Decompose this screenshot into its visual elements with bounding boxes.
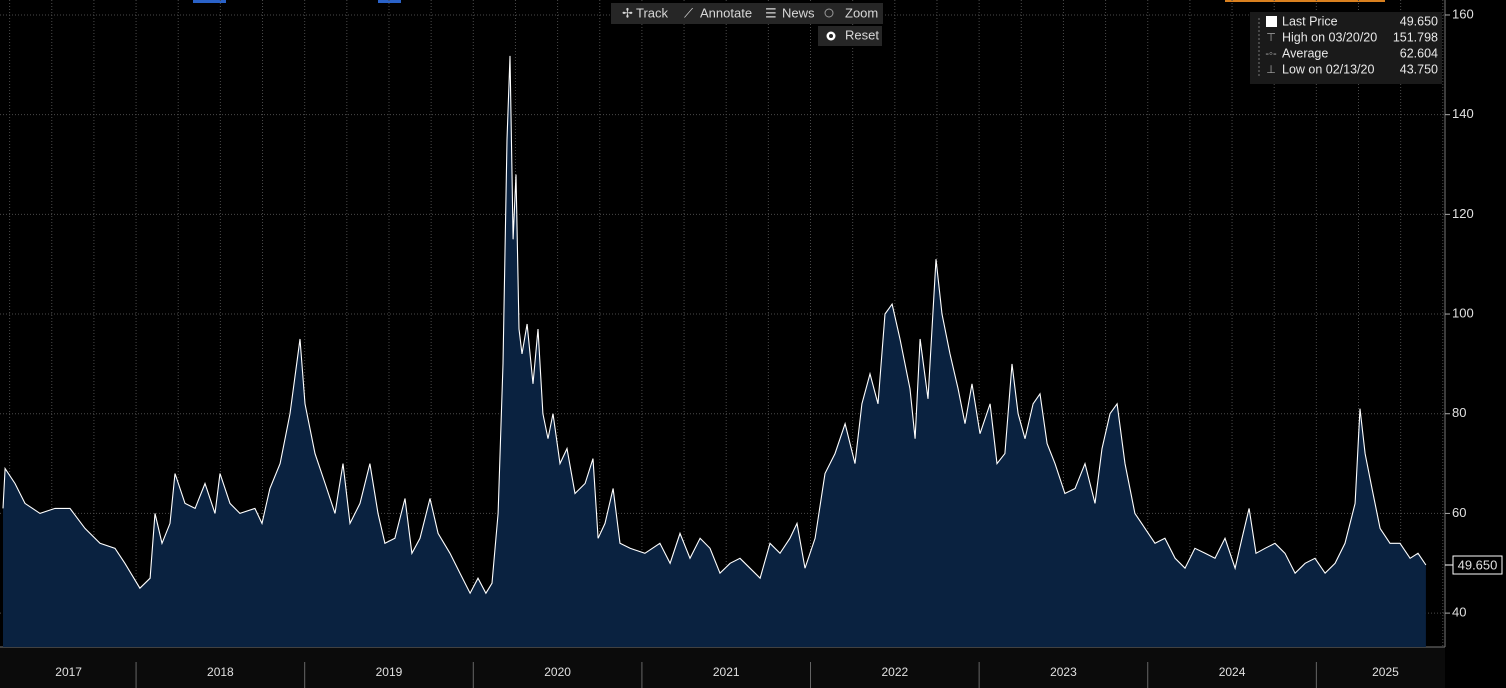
news-icon: ☰ — [765, 5, 777, 20]
legend-label: High on 03/20/20 — [1282, 30, 1377, 44]
tab-indicator — [378, 0, 401, 3]
legend-label: Low on 02/13/20 — [1282, 62, 1374, 76]
legend-label: Average — [1282, 46, 1328, 60]
legend-value: 151.798 — [1393, 30, 1438, 44]
legend-value: 62.604 — [1400, 46, 1438, 60]
toolbar-button[interactable]: News — [782, 5, 815, 20]
y-tick-label: 100 — [1452, 305, 1474, 320]
area — [3, 55, 1426, 647]
x-axis-band — [0, 647, 1445, 688]
line — [2, 55, 1427, 595]
x-tick-label: 2018 — [207, 665, 234, 679]
legend-avg-icon: -◦- — [1265, 48, 1277, 60]
overlay: ✢ Track ⟋ Annotate ☰ News Zoom Reset ⊤ -… — [611, 3, 1503, 575]
legend-value: 43.750 — [1400, 62, 1438, 76]
annotate-icon: ⟋ — [684, 5, 694, 20]
legend-label: Last Price — [1282, 14, 1338, 28]
toolbar — [611, 3, 883, 24]
y-tick-label: 120 — [1452, 206, 1474, 221]
toolbar-button[interactable]: Zoom — [845, 5, 878, 20]
y-tick-label: 160 — [1452, 6, 1474, 21]
x-tick-label: 2019 — [376, 665, 403, 679]
reset-button-bg[interactable] — [818, 26, 882, 46]
toolbar-button[interactable]: Annotate — [700, 5, 752, 20]
legend-box — [1250, 12, 1442, 84]
reset-icon-dot — [829, 34, 833, 38]
y-tick-label: 80 — [1452, 405, 1466, 420]
legend-swatch — [1266, 16, 1277, 27]
plot-area: 40 60 80 100 120 140 160 2017 2018 2019 2020 2021 20… — [0, 0, 1474, 688]
legend-value: 49.650 — [1400, 14, 1438, 28]
y-tick-label: 60 — [1452, 505, 1466, 520]
y-tick-label: 140 — [1452, 106, 1474, 121]
x-tick-label: 2017 — [55, 665, 82, 679]
zoom-icon — [824, 8, 834, 18]
x-tick-label: 2021 — [713, 665, 740, 679]
x-tick-label: 2023 — [1050, 665, 1077, 679]
legend-low-icon: ⊥ — [1266, 64, 1276, 76]
x-tick-label: 2020 — [544, 665, 571, 679]
tab-indicator — [193, 0, 226, 3]
tab-indicator — [1225, 0, 1385, 2]
x-tick-label: 2022 — [881, 665, 908, 679]
toolbar-button[interactable]: Track — [636, 5, 669, 20]
reset-button[interactable]: Reset — [845, 27, 879, 42]
last-price-label: 49.650 — [1458, 557, 1498, 572]
track-icon: ✢ — [622, 5, 633, 20]
legend-high-icon: ⊤ — [1266, 32, 1276, 44]
x-tick-label: 2024 — [1219, 665, 1246, 679]
y-tick-label: 40 — [1452, 605, 1466, 620]
x-tick-label: 2025 — [1372, 665, 1399, 679]
last-price-tag — [1452, 555, 1503, 575]
